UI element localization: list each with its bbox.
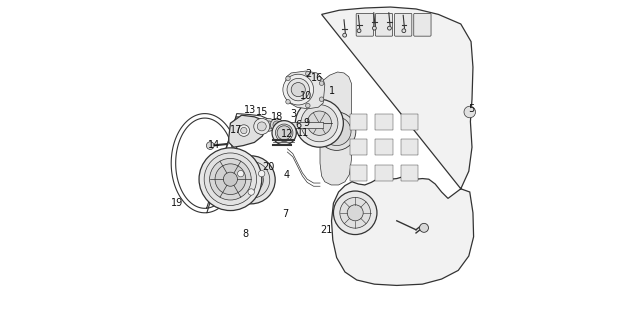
Circle shape (388, 26, 392, 30)
FancyBboxPatch shape (356, 13, 374, 36)
Circle shape (402, 29, 406, 33)
Text: 20: 20 (262, 162, 275, 172)
Text: 21: 21 (320, 225, 333, 235)
Circle shape (319, 81, 324, 85)
Circle shape (271, 118, 283, 131)
Circle shape (317, 112, 356, 150)
Text: 15: 15 (256, 107, 269, 117)
Text: 4: 4 (284, 170, 290, 180)
Circle shape (307, 111, 332, 135)
Circle shape (343, 33, 347, 37)
Polygon shape (229, 115, 266, 147)
Text: 2: 2 (306, 68, 312, 79)
Circle shape (291, 83, 305, 97)
Circle shape (333, 191, 377, 235)
Circle shape (306, 71, 310, 76)
Text: 10: 10 (300, 91, 312, 101)
Bar (401, 165, 419, 181)
Circle shape (296, 99, 344, 147)
Bar (349, 114, 367, 130)
Text: 1: 1 (328, 86, 335, 96)
Circle shape (233, 161, 270, 198)
Text: 9: 9 (303, 118, 309, 128)
Text: 12: 12 (281, 129, 294, 140)
Text: 18: 18 (271, 112, 283, 122)
Circle shape (285, 76, 291, 81)
Bar (375, 114, 393, 130)
Circle shape (206, 142, 214, 149)
Circle shape (340, 197, 371, 228)
Circle shape (237, 171, 244, 177)
Text: 3: 3 (291, 108, 297, 119)
Circle shape (238, 125, 250, 136)
FancyBboxPatch shape (414, 13, 431, 36)
Bar (401, 139, 419, 155)
Circle shape (287, 78, 310, 101)
FancyBboxPatch shape (394, 13, 412, 36)
Polygon shape (284, 71, 325, 109)
Circle shape (283, 74, 314, 105)
Circle shape (215, 164, 246, 195)
Text: 19: 19 (170, 198, 183, 208)
Text: 17: 17 (230, 124, 243, 135)
Text: 7: 7 (283, 209, 289, 219)
Circle shape (372, 26, 376, 30)
Circle shape (246, 174, 257, 186)
Circle shape (301, 105, 338, 142)
Circle shape (347, 205, 364, 221)
Circle shape (357, 29, 361, 33)
Circle shape (223, 172, 237, 186)
Text: 5: 5 (468, 104, 474, 114)
Text: 6: 6 (295, 120, 301, 130)
Text: 13: 13 (244, 105, 257, 116)
Text: 8: 8 (243, 228, 249, 239)
Polygon shape (320, 72, 351, 185)
Circle shape (275, 124, 293, 141)
Circle shape (272, 121, 296, 145)
Bar (375, 165, 393, 181)
Circle shape (257, 122, 266, 131)
Circle shape (248, 189, 254, 195)
Circle shape (262, 118, 275, 131)
Circle shape (253, 118, 270, 134)
Circle shape (464, 106, 476, 118)
FancyBboxPatch shape (375, 13, 393, 36)
Circle shape (319, 97, 324, 101)
Text: 11: 11 (297, 128, 309, 138)
Circle shape (306, 103, 310, 108)
Bar (401, 114, 419, 130)
Polygon shape (256, 122, 323, 128)
Bar (375, 139, 393, 155)
Circle shape (273, 121, 280, 129)
Circle shape (204, 153, 257, 205)
Bar (349, 139, 367, 155)
Circle shape (285, 100, 291, 104)
Text: 14: 14 (207, 140, 220, 150)
Circle shape (259, 171, 265, 177)
Ellipse shape (289, 82, 307, 96)
Ellipse shape (286, 80, 310, 98)
Circle shape (227, 156, 275, 204)
Circle shape (239, 168, 264, 192)
Circle shape (241, 127, 247, 134)
Bar (349, 165, 367, 181)
Circle shape (277, 126, 291, 140)
Polygon shape (322, 7, 474, 285)
Ellipse shape (292, 84, 305, 94)
Circle shape (210, 158, 252, 200)
Circle shape (323, 117, 351, 146)
Circle shape (420, 223, 429, 232)
Text: 16: 16 (310, 73, 323, 83)
Circle shape (265, 121, 273, 129)
Circle shape (199, 148, 262, 211)
